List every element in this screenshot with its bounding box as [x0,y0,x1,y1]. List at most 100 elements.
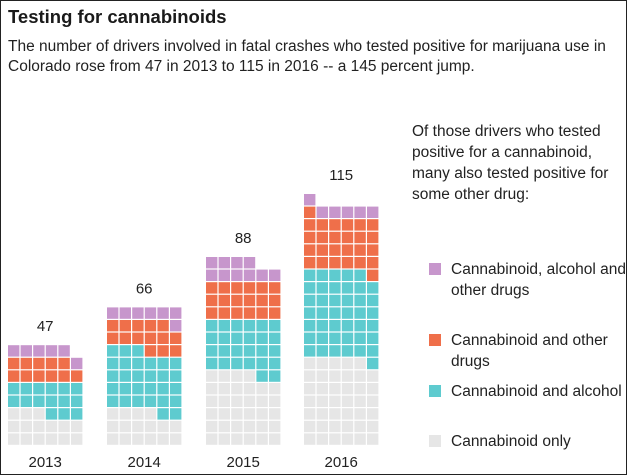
waffle-cell [316,257,328,269]
waffle-cell [119,433,131,445]
year-label-2014: 2014 [128,454,161,471]
waffle-cell [157,395,169,407]
waffle-cell [354,244,366,256]
waffle-cell [20,370,32,382]
waffle-cell [206,420,218,433]
waffle-group-2013 [8,345,83,445]
year-label-2013: 2013 [29,454,62,471]
legend-swatch [429,334,441,346]
waffle-cell [243,282,256,294]
waffle-cell [316,206,328,218]
year-label-2015: 2015 [227,454,260,471]
waffle-cell [8,433,20,445]
waffle-cell [243,269,256,281]
waffle-cell [218,420,230,433]
legend-swatch [429,385,441,397]
waffle-cell [170,395,182,407]
waffle-cell [367,320,379,332]
waffle-cell [157,383,169,395]
waffle-cell [218,395,230,407]
waffle-cell [329,433,341,445]
waffle-cell [341,282,354,294]
waffle-cell [367,307,379,319]
waffle-cell [58,383,70,395]
waffle-cell [269,294,281,307]
waffle-cell [354,383,366,395]
waffle-cell [341,244,354,256]
waffle-cell [107,395,119,407]
waffle-cell [33,420,45,433]
waffle-cell [218,433,230,445]
waffle-cell [132,307,144,319]
waffle-cell [33,433,45,445]
waffle-cell [58,433,70,445]
waffle-cell [304,433,316,445]
waffle-cell [157,307,169,319]
waffle-cell [206,408,218,420]
waffle-cell [45,433,58,445]
waffle-cell [144,383,157,395]
waffle-cell [367,370,379,382]
waffle-cell [256,269,268,281]
waffle-cell [354,345,366,357]
waffle-cell [256,332,268,344]
waffle-cell [243,370,256,382]
waffle-cell [20,383,32,395]
waffle-cell [304,420,316,433]
waffle-cell [354,206,366,218]
waffle-cell [206,332,218,344]
legend-label: Cannabinoid, alcohol and other drugs [451,261,626,299]
waffle-cell [269,320,281,332]
waffle-cell [218,370,230,382]
waffle-cell [132,320,144,332]
waffle-cell [329,395,341,407]
waffle-cell [354,395,366,407]
waffle-cell [367,383,379,395]
waffle-cell [367,206,379,218]
waffle-cell [304,244,316,256]
waffle-cell [58,357,70,370]
waffle-cell [170,320,182,332]
waffle-cell [316,320,328,332]
waffle-cell [243,257,256,269]
waffle-cell [367,395,379,407]
waffle-cell [132,395,144,407]
waffle-cell [71,357,83,370]
waffle-cell [354,294,366,307]
waffle-cell [206,345,218,357]
waffle-cell [316,269,328,281]
waffle-cell [329,320,341,332]
waffle-cell [144,395,157,407]
waffle-cell [107,345,119,357]
waffle-cell [206,257,218,269]
waffle-cell [367,294,379,307]
waffle-cell [8,395,20,407]
legend-swatch [429,263,441,275]
waffle-cell [107,357,119,370]
waffle-cell [218,383,230,395]
waffle-cell [256,345,268,357]
waffle-cell [316,282,328,294]
waffle-cell [144,408,157,420]
waffle-cell [304,395,316,407]
waffle-cell [316,383,328,395]
waffle-cell [341,332,354,344]
waffle-cell [341,383,354,395]
waffle-cell [256,320,268,332]
waffle-cell [367,244,379,256]
waffle-cell [243,357,256,370]
waffle-cell [329,257,341,269]
waffle-cell [20,345,32,357]
waffle-cell [269,345,281,357]
waffle-cell [218,307,230,319]
waffle-cell [144,320,157,332]
waffle-cell [170,345,182,357]
waffle-cell [243,433,256,445]
waffle-cell [206,357,218,370]
waffle-cell [269,370,281,382]
waffle-cell [341,269,354,281]
waffle-cell [243,320,256,332]
waffle-cell [170,420,182,433]
waffle-cell [170,357,182,370]
waffle-cell [243,383,256,395]
